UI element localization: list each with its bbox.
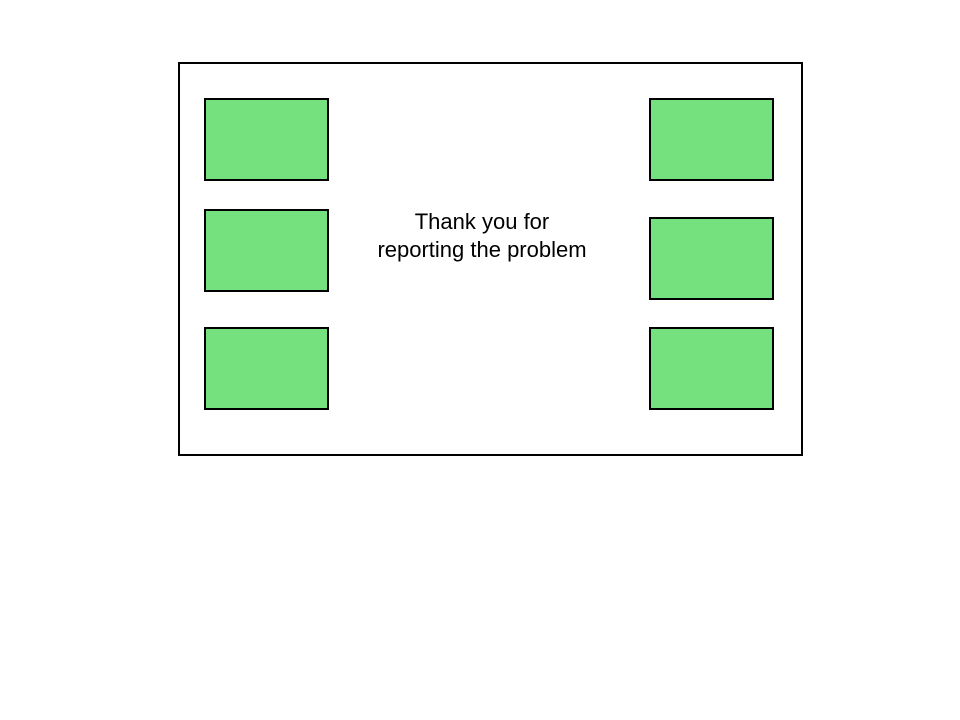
left-tile-1 [204, 98, 329, 181]
left-tile-3 [204, 327, 329, 410]
right-tile-2 [649, 217, 774, 300]
thank-you-message: Thank you for reporting the problem [350, 208, 614, 264]
message-line-1: Thank you for [414, 209, 550, 234]
dialog-frame: Thank you for reporting the problem [178, 62, 803, 456]
right-tile-1 [649, 98, 774, 181]
message-line-2: reporting the problem [377, 237, 587, 262]
right-tile-3 [649, 327, 774, 410]
left-tile-2 [204, 209, 329, 292]
